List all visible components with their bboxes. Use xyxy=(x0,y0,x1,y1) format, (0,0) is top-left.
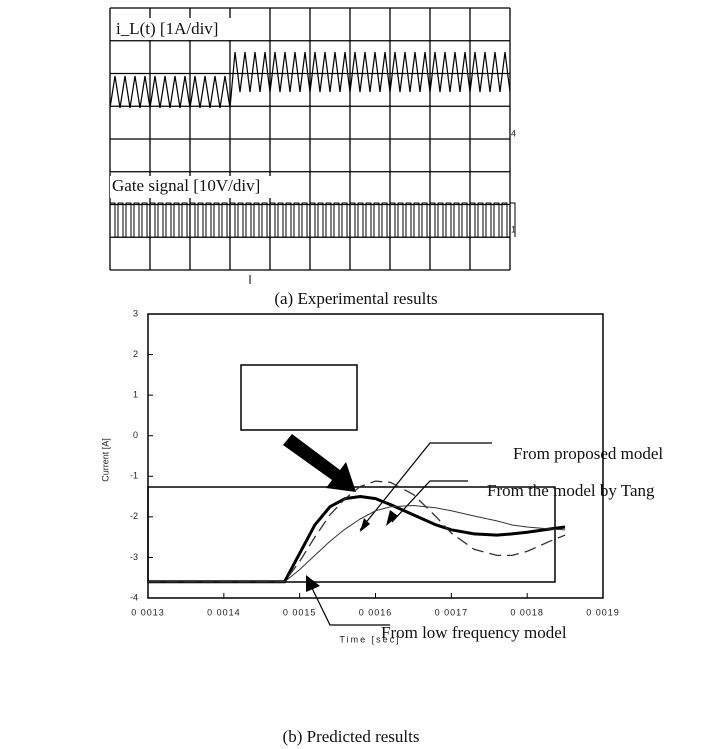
x-axis-label: Time [sec] xyxy=(339,634,400,644)
x-tick-label: 0 0016 xyxy=(359,607,393,617)
series-line xyxy=(148,505,565,581)
trace-label: i_L(t) [1A/div] xyxy=(116,19,218,38)
annotation: From the model by Tang xyxy=(487,481,655,500)
y-tick-label: 3 xyxy=(133,308,138,318)
block-arrow xyxy=(283,434,356,492)
series-line xyxy=(148,497,565,582)
x-tick-label: 0 0015 xyxy=(283,607,317,617)
oscilloscope-panel: i_L(t) [1A/div] Gate signal [10V/div] 4 1 xyxy=(110,8,516,284)
y-axis-label: Current [A] xyxy=(100,438,110,482)
x-tick-label: 0 0013 xyxy=(131,607,165,617)
figure: i_L(t) [1A/div] Gate signal [10V/div] 4 1 (… xyxy=(0,0,701,749)
y-tick-label: -4 xyxy=(130,592,138,602)
y-tick-label: 0 xyxy=(133,430,138,440)
channel-marker: 4 xyxy=(511,128,516,138)
annotation: From proposed model xyxy=(513,444,663,463)
gate-waveform xyxy=(110,203,515,237)
y-tick-label: -2 xyxy=(130,511,138,521)
zoom-box xyxy=(241,365,357,430)
x-tick-label: 0 0017 xyxy=(435,607,469,617)
caption: (a) Experimental results xyxy=(274,289,437,308)
x-tick-label: 0 0019 xyxy=(586,607,620,617)
annotation: From low frequency model xyxy=(381,623,567,642)
channel-marker: 1 xyxy=(511,224,516,234)
y-tick-label: 2 xyxy=(133,349,138,359)
y-tick-label: -1 xyxy=(130,471,138,481)
caption: (b) Predicted results xyxy=(283,727,420,746)
y-tick-label: 1 xyxy=(133,390,138,400)
x-tick-label: 0 0018 xyxy=(510,607,544,617)
x-tick-label: 0 0014 xyxy=(207,607,241,617)
y-tick-label: -3 xyxy=(130,552,138,562)
gate-label: Gate signal [10V/div] xyxy=(112,176,260,195)
